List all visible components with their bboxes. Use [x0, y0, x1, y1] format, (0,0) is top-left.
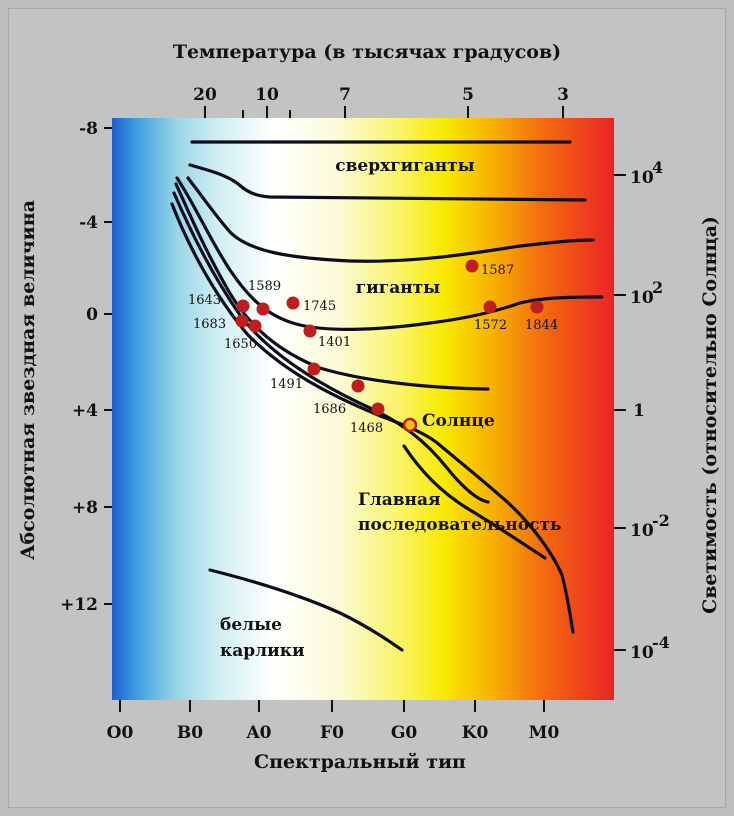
- star-marker: [307, 362, 321, 376]
- star-label: 1587: [481, 263, 514, 278]
- left-tick-marks: [104, 127, 112, 605]
- bottom-axis-title: Спектральный тип: [254, 751, 466, 773]
- star-1491: 1491: [270, 362, 321, 392]
- star-1587: 1587: [465, 259, 514, 278]
- star-label: 1650: [224, 337, 257, 352]
- star-1686: 1686: [313, 379, 365, 417]
- main-sequence-upper: [174, 182, 490, 391]
- bottom-tick-label: F0: [320, 723, 344, 743]
- star-label: 1745: [303, 299, 336, 314]
- right-tick-label: 104: [630, 158, 663, 188]
- bottom-tick-label: M0: [529, 723, 560, 743]
- star-label: 1491: [270, 377, 303, 392]
- star-1650: 1650: [224, 319, 262, 352]
- right-tick-label: 10-4: [630, 633, 670, 663]
- right-tick-exponent: 4: [652, 158, 663, 177]
- star-1589: 1589: [248, 279, 281, 316]
- star-marker: [465, 259, 479, 273]
- star-marker: [483, 300, 497, 314]
- left-tick-label: +4: [72, 401, 98, 421]
- star-marker: [371, 402, 385, 416]
- star-1643: 1643: [188, 293, 250, 313]
- main-sequence-extension: [402, 444, 547, 560]
- top-tick-label: 3: [557, 85, 569, 105]
- bottom-tick-label: O0: [107, 723, 134, 743]
- top-tick-label: 20: [193, 85, 217, 105]
- star-label: 1401: [318, 335, 351, 350]
- giants-label: гиганты: [356, 278, 440, 298]
- left-tick-label: 0: [86, 305, 98, 325]
- star-label: 1844: [525, 318, 558, 333]
- star-label: 1468: [350, 421, 383, 436]
- right-tick-label: 1: [633, 401, 645, 421]
- bottom-tick-marks: [119, 700, 545, 712]
- bottom-tick-label: B0: [177, 723, 203, 743]
- left-axis-title: Абсолютная звездная величина: [17, 200, 39, 560]
- right-tick-base: 10: [630, 168, 654, 188]
- right-tick-label: 10-2: [630, 511, 670, 541]
- star-1683: 1683: [193, 314, 249, 332]
- star-label: 1683: [193, 317, 226, 332]
- main-sequence-label-1: Главная: [358, 490, 441, 510]
- star-marker: [256, 302, 270, 316]
- star-label: 1572: [474, 318, 507, 333]
- top-tick-label: 10: [255, 85, 279, 105]
- top-tick-marks: [204, 106, 564, 118]
- sun: Солнце: [402, 411, 495, 433]
- bottom-tick-label: A0: [245, 723, 271, 743]
- star-1401: 1401: [303, 324, 351, 350]
- right-tick-base: 10: [630, 288, 654, 308]
- giant-track-1: [175, 176, 604, 331]
- left-tick-label: +8: [72, 498, 98, 518]
- top-axis-title: Температура (в тысячах градусов): [173, 41, 561, 63]
- star-label: 1643: [188, 293, 221, 308]
- left-tick-label: +12: [60, 595, 98, 615]
- bottom-tick-label: K0: [462, 723, 489, 743]
- right-tick-exponent: 2: [652, 278, 663, 297]
- main-sequence-mid: [172, 191, 490, 504]
- left-tick-label: -4: [79, 213, 98, 233]
- right-tick-base: 1: [633, 401, 645, 421]
- star-marker: [303, 324, 317, 338]
- white-dwarfs-label-1: белые: [220, 615, 282, 635]
- right-tick-marks: [614, 174, 626, 651]
- star-marker: [286, 296, 300, 310]
- white-dwarf-line: [208, 568, 404, 652]
- supergiant-track-1: [188, 163, 587, 202]
- right-axis-title: Светимость (относительно Солнца): [699, 216, 721, 614]
- star-label: 1589: [248, 279, 281, 294]
- top-tick-label: 7: [339, 85, 351, 105]
- white-dwarfs-label-2: карлики: [220, 641, 305, 661]
- star-1844: 1844: [525, 300, 558, 333]
- star-marker: [351, 379, 365, 393]
- sun-label: Солнце: [422, 411, 495, 431]
- sun-marker: [402, 417, 418, 433]
- right-tick-base: 10: [630, 643, 654, 663]
- star-marker: [236, 299, 250, 313]
- supergiants-label: сверхгиганты: [335, 156, 474, 176]
- right-tick-base: 10: [630, 521, 654, 541]
- star-marker: [248, 319, 262, 333]
- star-1468: 1468: [350, 402, 385, 436]
- right-tick-exponent: -4: [652, 633, 670, 652]
- star-1745: 1745: [286, 296, 336, 314]
- right-tick-label: 102: [630, 278, 663, 308]
- star-label: 1686: [313, 402, 346, 417]
- main-sequence-label-2: последовательность: [358, 515, 562, 535]
- supergiant-track-2: [186, 176, 595, 263]
- star-1572: 1572: [474, 300, 507, 333]
- bottom-tick-label: G0: [391, 723, 418, 743]
- star-marker: [530, 300, 544, 314]
- top-tick-label: 5: [462, 85, 474, 105]
- left-tick-label: -8: [79, 119, 98, 139]
- right-tick-exponent: -2: [652, 511, 670, 530]
- star-marker: [235, 314, 249, 328]
